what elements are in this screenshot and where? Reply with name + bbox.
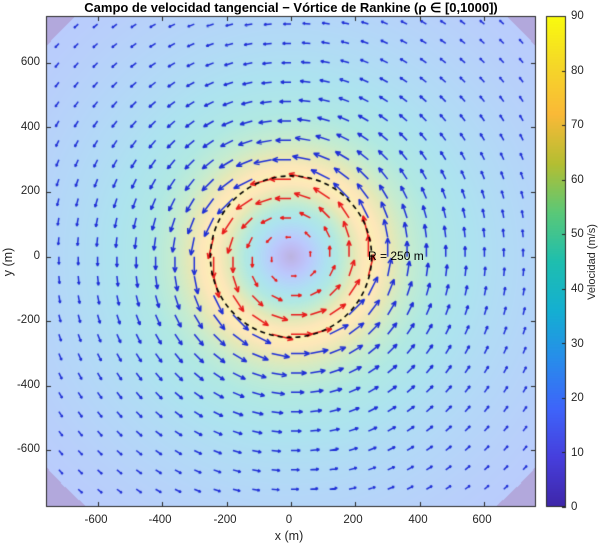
colorbar-tick: 70 [571, 119, 584, 131]
y-tick: 0 [33, 250, 40, 262]
y-tick: -200 [16, 314, 40, 326]
colorbar-tick: 60 [571, 174, 584, 186]
y-tick: -600 [16, 443, 40, 455]
y-tick: 400 [20, 121, 40, 133]
x-tick: -400 [148, 514, 172, 526]
y-tick: -400 [16, 379, 40, 391]
y-tick: 600 [20, 56, 40, 68]
core-radius-annotation: R = 250 m [368, 249, 424, 263]
x-tick: 0 [285, 514, 293, 526]
x-tick: 600 [472, 514, 492, 526]
colorbar-tick: 30 [571, 338, 584, 350]
colorbar-tick: 20 [571, 392, 584, 404]
x-axis-label: x (m) [274, 529, 304, 543]
colorbar-tick: 90 [571, 10, 584, 22]
x-tick: 200 [343, 514, 363, 526]
colorbar-tick: 10 [571, 447, 584, 459]
colorbar-tick: 80 [571, 65, 584, 77]
x-tick: -600 [84, 514, 108, 526]
colorbar-tick: 50 [571, 228, 584, 240]
colorbar-tick: 40 [571, 283, 584, 295]
y-axis-label: y (m) [1, 247, 15, 277]
x-tick: 400 [408, 514, 428, 526]
y-tick: 200 [20, 185, 40, 197]
colorbar-tick: 0 [571, 501, 578, 513]
colorbar-label: Velocidad (m/s) [586, 224, 598, 300]
x-tick: -200 [213, 514, 237, 526]
